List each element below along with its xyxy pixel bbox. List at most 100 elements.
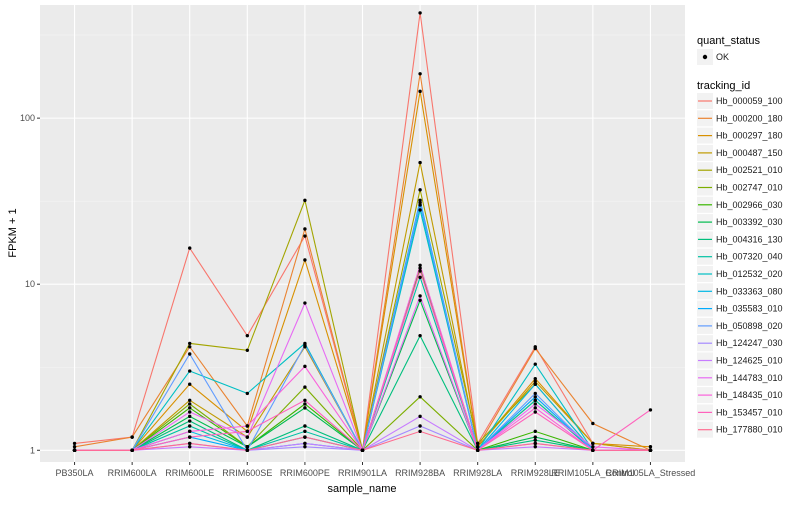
legend-label: Hb_153457_010: [716, 407, 783, 417]
data-point: [245, 435, 250, 439]
legend-label: Hb_050898_020: [716, 321, 783, 331]
x-axis: PB350LA RRIM600LA RRIM600LE RRIM600SE RRIM60…: [56, 462, 696, 478]
legend-label: Hb_003392_030: [716, 217, 783, 227]
data-point: [418, 266, 422, 270]
data-point: [533, 438, 537, 442]
y-tick-label: 1: [30, 445, 35, 455]
data-point: [648, 448, 653, 452]
legend-label: Hb_144783_010: [716, 373, 783, 383]
x-tick-label: RRIM928BA: [395, 468, 445, 478]
data-point: [533, 362, 537, 366]
data-point: [533, 410, 537, 414]
data-point: [533, 382, 537, 386]
x-tick-label: RRIM105LA_Stressed: [606, 468, 696, 478]
data-point: [245, 424, 250, 428]
y-axis-title: FPKM + 1: [7, 208, 19, 257]
color-legend-items: Hb_000059_100 Hb_000200_180 Hb_000297_180 H…: [697, 93, 783, 438]
data-point: [188, 429, 192, 434]
data-point: [303, 441, 307, 446]
legend-label: Hb_002747_010: [716, 183, 783, 193]
data-point: [533, 346, 537, 351]
data-point: [303, 301, 307, 305]
legend-label: Hb_124625_010: [716, 356, 783, 366]
legend-point-icon: [702, 54, 708, 60]
data-point: [188, 410, 192, 414]
data-point: [188, 406, 192, 410]
data-point: [303, 445, 307, 449]
data-point: [475, 445, 480, 449]
legend-label: Hb_000487_150: [716, 148, 783, 158]
data-point: [188, 424, 192, 428]
legend-label: Hb_002521_010: [716, 165, 783, 175]
data-point: [188, 402, 192, 406]
data-point: [475, 441, 480, 446]
legend-label: Hb_012532_020: [716, 269, 783, 279]
x-tick-label: PB350LA: [56, 468, 94, 478]
data-point: [188, 369, 192, 373]
x-tick-label: RRIM600LA: [108, 468, 157, 478]
legend-label: Hb_035583_010: [716, 304, 783, 314]
data-point: [245, 445, 250, 449]
data-point: [418, 429, 422, 434]
data-point: [533, 391, 537, 396]
data-point: [245, 448, 250, 452]
data-point: [418, 208, 422, 212]
data-point: [360, 448, 365, 452]
series-points: [72, 11, 653, 452]
shape-legend-title: quant_status: [697, 35, 760, 47]
legend-label: Hb_000059_100: [716, 96, 783, 106]
data-point: [303, 258, 307, 262]
data-point: [245, 391, 250, 396]
data-point: [245, 348, 250, 352]
data-point: [418, 294, 422, 298]
data-point: [418, 298, 422, 303]
data-point: [303, 406, 307, 410]
legend-label: OK: [716, 52, 729, 62]
data-point: [72, 448, 77, 452]
data-point: [188, 246, 192, 250]
data-point: [418, 160, 422, 165]
shape-legend-items: OK: [697, 49, 729, 65]
data-point: [591, 441, 595, 446]
legend-label: Hb_124247_030: [716, 338, 783, 348]
y-tick-label: 10: [25, 279, 35, 289]
x-tick-label: RRIM901LA: [338, 468, 387, 478]
legend-label: Hb_148435_010: [716, 390, 783, 400]
data-point: [188, 345, 192, 349]
legend-label: Hb_002966_030: [716, 200, 783, 210]
data-point: [130, 448, 134, 452]
data-point: [418, 89, 422, 94]
legend: quant_status OK tracking_id Hb_000059_10…: [697, 35, 783, 438]
data-point: [418, 188, 422, 192]
data-point: [130, 435, 134, 439]
x-tick-label: RRIM600LE: [165, 468, 214, 478]
data-point: [418, 333, 422, 338]
data-point: [418, 395, 422, 399]
data-point: [533, 379, 537, 384]
data-point: [188, 435, 192, 439]
data-point: [533, 395, 537, 399]
x-tick-label: RRIM928LE: [511, 468, 560, 478]
data-point: [533, 398, 537, 402]
legend-label: Hb_000297_180: [716, 131, 783, 141]
data-point: [303, 343, 307, 347]
data-point: [303, 435, 307, 439]
data-point: [418, 414, 422, 419]
data-point: [188, 398, 192, 402]
data-point: [188, 441, 192, 446]
data-point: [303, 364, 307, 369]
data-point: [72, 441, 77, 446]
legend-label: Hb_000200_180: [716, 113, 783, 123]
data-point: [533, 441, 537, 446]
color-legend-title: tracking_id: [697, 80, 750, 92]
data-point: [591, 445, 595, 449]
data-point: [533, 445, 537, 449]
x-tick-label: RRIM928LA: [453, 468, 502, 478]
data-point: [303, 402, 307, 406]
legend-label: Hb_033363_080: [716, 286, 783, 296]
x-tick-label: RRIM600PE: [280, 468, 330, 478]
legend-label: Hb_007320_040: [716, 252, 783, 262]
data-point: [303, 429, 307, 434]
data-point: [418, 263, 422, 267]
data-point: [475, 448, 480, 452]
